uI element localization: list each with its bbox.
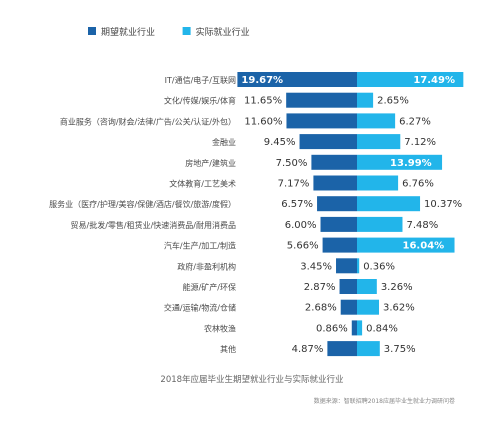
bar-actual [357, 113, 396, 129]
data-label-actual: 7.12% [404, 137, 436, 148]
data-label-expected: 2.68% [305, 303, 337, 314]
category-label: 贸易/批发/零售/租赁业/快速消费品/耐用消费品 [71, 220, 236, 230]
bar-expected [351, 320, 357, 336]
data-label-actual: 3.26% [381, 282, 413, 293]
bar-expected [320, 216, 357, 232]
bar-expected [322, 237, 357, 253]
data-label-actual: 0.36% [363, 261, 395, 272]
bar-actual [357, 258, 360, 274]
data-label-actual: 0.84% [366, 323, 398, 334]
bars [237, 72, 464, 357]
data-label-expected: 5.66% [287, 241, 319, 252]
legend-swatch-expected [88, 27, 96, 35]
bar-expected [237, 72, 357, 87]
bar-actual [357, 175, 399, 191]
bar-actual [357, 154, 443, 170]
data-label-actual: 17.49% [413, 75, 455, 86]
data-label-expected: 7.50% [276, 158, 308, 169]
category-label: 文化/传媒/娱乐/体育 [164, 96, 236, 106]
legend-swatch-actual [182, 27, 191, 35]
bar-expected [317, 196, 357, 212]
data-label-expected: 19.67% [241, 75, 283, 86]
bar-expected [336, 258, 357, 274]
bar-actual [357, 341, 380, 357]
category-label: 汽车/生产/加工/制造 [164, 241, 236, 251]
data-label-expected: 7.17% [278, 179, 310, 190]
legend-label-expected: 期望就业行业 [101, 26, 155, 38]
data-label-actual: 16.04% [403, 241, 445, 252]
category-label: IT/通信/电子/互联网 [165, 75, 236, 85]
bar-actual [357, 196, 421, 212]
legend: 期望就业行业 实际就业行业 [88, 26, 250, 38]
category-label: 交通/运输/物流/仓储 [164, 303, 236, 313]
bar-actual [357, 92, 374, 108]
category-label: 农林牧渔 [204, 323, 236, 333]
data-label-actual: 3.75% [384, 344, 416, 355]
bar-actual [357, 299, 380, 315]
data-label-expected: 6.00% [285, 220, 317, 231]
category-label: 其他 [220, 344, 236, 354]
data-label-expected: 11.65% [244, 96, 282, 107]
bar-expected [299, 134, 357, 150]
bar-expected [311, 154, 357, 170]
data-label-expected: 4.87% [292, 344, 324, 355]
category-label: 房地产/建筑业 [185, 158, 236, 168]
data-label-actual: 13.99% [390, 158, 432, 169]
category-label: 文体教育/工艺美术 [169, 179, 236, 189]
data-label-actual: 3.62% [383, 303, 415, 314]
category-label: 能源/矿产/环保 [183, 282, 236, 292]
category-label: 服务业（医疗/护理/美容/保健/酒店/餐饮/旅游/度假） [49, 199, 236, 209]
data-label-actual: 10.37% [424, 199, 462, 210]
bar-actual [357, 216, 403, 232]
source-note: 数据来源：智联招聘2018应届毕业生就业力调研问卷 [314, 397, 455, 405]
data-label-actual: 6.76% [402, 179, 434, 190]
data-label-actual: 2.65% [377, 96, 409, 107]
category-label: 金融业 [212, 137, 236, 147]
bar-actual [357, 237, 455, 253]
data-label-actual: 7.48% [406, 220, 438, 231]
legend-label-actual: 实际就业行业 [196, 26, 250, 38]
data-label-actual: 6.27% [399, 116, 431, 127]
bar-expected [313, 175, 357, 191]
category-label: 商业服务（咨询/财会/法律/广告/公关/认证/外包） [60, 116, 236, 126]
bar-expected [286, 113, 357, 129]
bar-expected [339, 279, 357, 294]
bar-expected [327, 341, 357, 357]
bar-expected [340, 299, 357, 315]
data-label-expected: 3.45% [300, 261, 332, 272]
data-label-expected: 6.57% [281, 199, 313, 210]
data-label-expected: 0.86% [316, 323, 348, 334]
bar-actual [357, 279, 377, 294]
bar-expected [286, 92, 357, 108]
bar-actual [357, 320, 363, 336]
category-label: 政府/非盈利机构 [177, 261, 236, 271]
category-labels: IT/通信/电子/互联网文化/传媒/娱乐/体育商业服务（咨询/财会/法律/广告/… [49, 75, 236, 354]
chart-caption: 2018年应届毕业生期望就业行业与实际就业行业 [160, 374, 343, 385]
bar-actual [357, 72, 464, 87]
data-label-expected: 11.60% [244, 116, 282, 127]
data-label-expected: 9.45% [264, 137, 296, 148]
bar-actual [357, 134, 401, 150]
value-labels: 19.67% 17.49% 11.65% 2.65% 11.60% 6.27% 9.45% 7… [241, 75, 462, 355]
data-label-expected: 2.87% [304, 282, 336, 293]
